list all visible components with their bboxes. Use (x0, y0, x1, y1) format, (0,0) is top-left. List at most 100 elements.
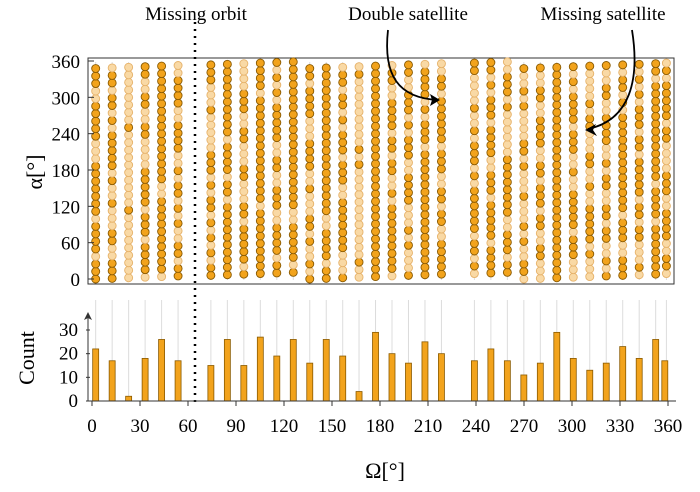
empty-slot-point (173, 233, 183, 243)
satellite-point (661, 171, 671, 181)
satellite-point (420, 157, 430, 167)
satellite-point (222, 97, 232, 107)
satellite-point (255, 103, 265, 113)
satellite-point (420, 187, 430, 197)
satellite-point (535, 123, 545, 133)
satellite-point (321, 131, 331, 141)
empty-slot-point (585, 136, 595, 146)
satellite-point (535, 221, 545, 231)
satellite-point (321, 63, 331, 73)
satellite-point (486, 253, 496, 263)
satellite-point (618, 255, 628, 265)
satellite-point (502, 170, 512, 180)
alpha-axis-ticks: 0 60 120 180 240 300 360 (52, 52, 94, 291)
empty-slot-point (239, 119, 249, 129)
omega-tick-label: 150 (318, 416, 347, 437)
satellite-point (519, 64, 529, 73)
empty-slot-point (387, 91, 397, 101)
satellite-point (371, 257, 380, 266)
empty-slot-point (124, 92, 134, 102)
empty-slot-point (124, 168, 134, 177)
satellite-point (173, 264, 183, 273)
empty-slot-point (272, 208, 282, 218)
satellite-point (173, 203, 183, 213)
empty-slot-point (585, 144, 595, 154)
satellite-point (91, 169, 101, 179)
empty-slot-point (502, 147, 512, 157)
satellite-point (272, 193, 282, 203)
satellite-point (618, 75, 628, 85)
empty-slot-point (404, 158, 413, 168)
satellite-point (107, 93, 117, 103)
empty-slot-point (661, 201, 671, 211)
satellite-point (436, 262, 446, 272)
satellite-point (618, 60, 628, 70)
satellite-point (371, 272, 380, 282)
satellite-point (91, 229, 101, 239)
satellite-point (469, 246, 479, 256)
empty-slot-point (305, 191, 315, 201)
omega-axis-ticks: 0 30 60 90 120 150 180 210 240 270 300 330 360 (87, 401, 682, 437)
satellite-point (618, 188, 628, 198)
satellite-point (239, 209, 249, 219)
satellite-point (338, 220, 348, 230)
empty-slot-point (519, 274, 529, 284)
empty-slot-point (436, 224, 446, 234)
empty-slot-point (568, 175, 578, 184)
satellite-point (288, 117, 298, 127)
satellite-point (618, 165, 628, 175)
empty-slot-point (140, 205, 150, 214)
satellite-point (519, 236, 529, 246)
satellite-point (206, 263, 216, 273)
empty-slot-point (124, 220, 134, 230)
satellite-point (206, 218, 216, 228)
empty-slot-point (288, 207, 298, 217)
satellite-point (634, 262, 644, 272)
satellite-point (585, 234, 595, 244)
empty-slot-point (124, 183, 134, 193)
satellite-point (634, 142, 644, 152)
omega-tick-label: 120 (270, 416, 299, 437)
empty-slot-point (354, 137, 364, 147)
satellite-point (272, 88, 282, 97)
empty-slot-point (519, 71, 529, 81)
satellite-point (222, 157, 232, 167)
satellite-point (387, 158, 397, 168)
satellite-point (371, 249, 380, 259)
empty-slot-point (305, 251, 315, 261)
satellite-point (651, 232, 661, 242)
satellite-point (387, 98, 397, 108)
count-bar (619, 346, 627, 402)
empty-slot-point (535, 236, 545, 246)
satellite-point (338, 205, 348, 215)
satellite-point (552, 168, 562, 177)
empty-slot-point (305, 131, 315, 141)
satellite-point (371, 106, 380, 116)
satellite-point (651, 66, 661, 76)
empty-slot-point (502, 140, 512, 149)
empty-slot-point (661, 163, 671, 173)
satellite-point (552, 205, 562, 215)
count-bar (108, 360, 116, 402)
satellite-point (436, 134, 446, 144)
empty-slot-point (140, 84, 150, 94)
empty-slot-point (519, 244, 529, 254)
empty-slot-point (272, 215, 282, 225)
empty-slot-point (239, 66, 249, 76)
satellite-point (107, 161, 117, 171)
satellite-point (469, 58, 479, 68)
satellite-point (486, 208, 496, 218)
satellite-point (305, 71, 315, 81)
satellite-point (288, 57, 298, 67)
satellite-point (618, 270, 628, 280)
count-bar (661, 360, 669, 402)
satellite-point (206, 248, 216, 258)
empty-slot-point (206, 225, 216, 235)
empty-slot-point (661, 193, 671, 203)
satellite-point (486, 230, 496, 240)
empty-slot-point (568, 182, 578, 192)
satellite-point (321, 198, 331, 208)
empty-slot-point (404, 113, 413, 122)
empty-slot-point (173, 211, 183, 221)
satellite-point (239, 171, 249, 181)
